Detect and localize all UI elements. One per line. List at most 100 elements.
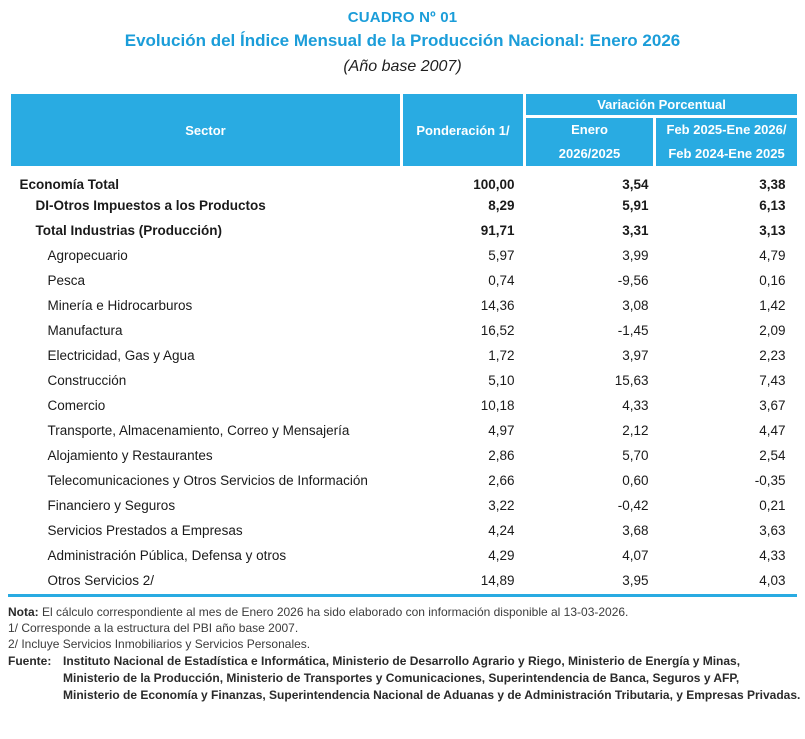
- ponderacion-cell: 14,36: [480, 297, 515, 313]
- enero-variation-cell: 4,33: [622, 397, 649, 413]
- enero-variation-cell: 3,31: [622, 222, 649, 238]
- table-body: Economía Total 100,00 3,54 3,38 DI-Otros…: [10, 168, 799, 593]
- annual-variation-cell: 6,13: [759, 197, 786, 213]
- annual-variation-cell: 3,63: [759, 522, 786, 538]
- ponderacion-cell: 16,52: [480, 322, 515, 338]
- table-title: Evolución del Índice Mensual de la Produ…: [124, 31, 681, 50]
- ponderacion-cell: 2,66: [488, 472, 515, 488]
- enero-variation-cell: 3,54: [622, 176, 649, 192]
- footnote-1-line: 1/ Corresponde a la estructura del PBI a…: [8, 620, 299, 635]
- enero-variation-cell: 3,08: [622, 297, 649, 313]
- ponderacion-cell: 91,71: [480, 222, 515, 238]
- table-bottom-rule: [8, 593, 797, 597]
- annual-variation-cell: 3,38: [759, 176, 786, 192]
- source-line-3: Ministerio de Economía y Finanzas, Super…: [63, 687, 801, 702]
- table-row: Telecomunicaciones y Otros Servicios de …: [10, 468, 799, 493]
- enero-variation-cell: -9,56: [617, 272, 649, 288]
- ponderacion-cell: 10,18: [480, 397, 515, 413]
- ponderacion-cell: 3,22: [488, 497, 515, 513]
- table-row: Alojamiento y Restaurantes 2,86 5,70 2,5…: [10, 443, 799, 468]
- col-header-variacion-porcentual: Variación Porcentual: [522, 91, 801, 118]
- ponderacion-cell: 100,00: [473, 176, 515, 192]
- ponderacion-cell: 8,29: [488, 197, 515, 213]
- sector-cell: Pesca: [47, 272, 86, 288]
- sector-cell: Agropecuario: [47, 247, 128, 263]
- col-header-enero-top: Enero: [571, 122, 608, 137]
- ponderacion-cell: 5,97: [488, 247, 515, 263]
- sector-cell: Minería e Hidrocarburos: [47, 297, 193, 313]
- sector-cell: Transporte, Almacenamiento, Correo y Men…: [47, 422, 350, 438]
- enero-variation-cell: 0,60: [622, 472, 649, 488]
- sector-cell: Economía Total: [19, 176, 120, 192]
- annual-variation-cell: 4,33: [759, 547, 786, 563]
- ponderacion-cell: 4,97: [488, 422, 515, 438]
- table-row: Servicios Prestados a Empresas 4,24 3,68…: [10, 518, 799, 543]
- col-header-enero: Enero 2026/2025: [523, 115, 656, 169]
- annual-variation-cell: 0,16: [759, 272, 786, 288]
- sector-cell: Manufactura: [47, 322, 123, 338]
- enero-variation-cell: 4,07: [622, 547, 649, 563]
- production-index-table: Sector Ponderación 1/ Variación Porcentu…: [8, 91, 801, 593]
- source-line-1: Instituto Nacional de Estadística e Info…: [63, 653, 741, 668]
- col-header-feb-annual: Feb 2025-Ene 2026/ Feb 2024-Ene 2025: [652, 115, 801, 169]
- annual-variation-cell: 0,21: [759, 497, 786, 513]
- table-row: Manufactura 16,52 -1,45 2,09: [10, 318, 799, 343]
- annual-variation-cell: 7,43: [759, 372, 786, 388]
- sector-cell: DI-Otros Impuestos a los Productos: [35, 197, 266, 213]
- note-label: Nota:: [8, 604, 39, 619]
- ponderacion-cell: 14,89: [480, 572, 515, 588]
- note-line: Nota: El cálculo correspondiente al mes …: [8, 604, 805, 620]
- table-row: DI-Otros Impuestos a los Productos 8,29 …: [10, 193, 799, 218]
- annual-variation-cell: 4,47: [759, 422, 786, 438]
- col-header-feb-bottom: Feb 2024-Ene 2025: [668, 146, 785, 161]
- sector-cell: Total Industrias (Producción): [35, 222, 223, 238]
- enero-variation-cell: 3,68: [622, 522, 649, 538]
- sector-cell: Administración Pública, Defensa y otros: [47, 547, 287, 563]
- col-header-ponderacion: Ponderación 1/: [400, 91, 526, 169]
- annual-variation-cell: -0,35: [754, 472, 786, 488]
- ponderacion-cell: 1,72: [488, 347, 515, 363]
- enero-variation-cell: -0,42: [617, 497, 649, 513]
- annual-variation-cell: 2,09: [759, 322, 786, 338]
- sector-cell: Telecomunicaciones y Otros Servicios de …: [47, 472, 368, 488]
- annual-variation-cell: 4,03: [759, 572, 786, 588]
- col-header-feb-top: Feb 2025-Ene 2026/: [666, 122, 787, 137]
- sector-cell: Otros Servicios 2/: [47, 572, 155, 588]
- ponderacion-cell: 2,86: [488, 447, 515, 463]
- ponderacion-cell: 5,10: [488, 372, 515, 388]
- table-row: Agropecuario 5,97 3,99 4,79: [10, 243, 799, 268]
- notes-section: Nota: El cálculo correspondiente al mes …: [8, 604, 805, 704]
- source-block: Fuente: Instituto Nacional de Estadístic…: [8, 653, 805, 704]
- table-row: Minería e Hidrocarburos 14,36 3,08 1,42: [10, 293, 799, 318]
- annual-variation-cell: 3,13: [759, 222, 786, 238]
- enero-variation-cell: -1,45: [617, 322, 649, 338]
- source-label: Fuente:: [8, 653, 52, 668]
- table-row: Transporte, Almacenamiento, Correo y Men…: [10, 418, 799, 443]
- table-row: Total Industrias (Producción) 91,71 3,31…: [10, 218, 799, 243]
- enero-variation-cell: 2,12: [622, 422, 649, 438]
- sector-cell: Comercio: [47, 397, 106, 413]
- annual-variation-cell: 3,67: [759, 397, 786, 413]
- col-header-sector: Sector: [8, 91, 403, 169]
- note-text: El cálculo correspondiente al mes de Ene…: [42, 604, 629, 619]
- ponderacion-cell: 0,74: [488, 272, 515, 288]
- table-header: Sector Ponderación 1/ Variación Porcentu…: [8, 91, 801, 169]
- table-row: Otros Servicios 2/ 14,89 3,95 4,03: [10, 568, 799, 593]
- annual-variation-cell: 2,23: [759, 347, 786, 363]
- cuadro-label: CUADRO Nº 01: [347, 9, 458, 26]
- enero-variation-cell: 15,63: [614, 372, 649, 388]
- col-header-enero-bottom: 2026/2025: [558, 146, 621, 161]
- sector-cell: Servicios Prestados a Empresas: [47, 522, 243, 538]
- base-year-label: (Año base 2007): [343, 58, 462, 75]
- ponderacion-cell: 4,29: [488, 547, 515, 563]
- enero-variation-cell: 3,99: [622, 247, 649, 263]
- sector-cell: Electricidad, Gas y Agua: [47, 347, 195, 363]
- table-row: Construcción 5,10 15,63 7,43: [10, 368, 799, 393]
- annual-variation-cell: 2,54: [759, 447, 786, 463]
- source-line-2: Ministerio de la Producción, Ministerio …: [63, 670, 740, 685]
- ponderacion-cell: 4,24: [488, 522, 515, 538]
- enero-variation-cell: 3,95: [622, 572, 649, 588]
- annual-variation-cell: 4,79: [759, 247, 786, 263]
- source-text: Instituto Nacional de Estadística e Info…: [63, 653, 800, 704]
